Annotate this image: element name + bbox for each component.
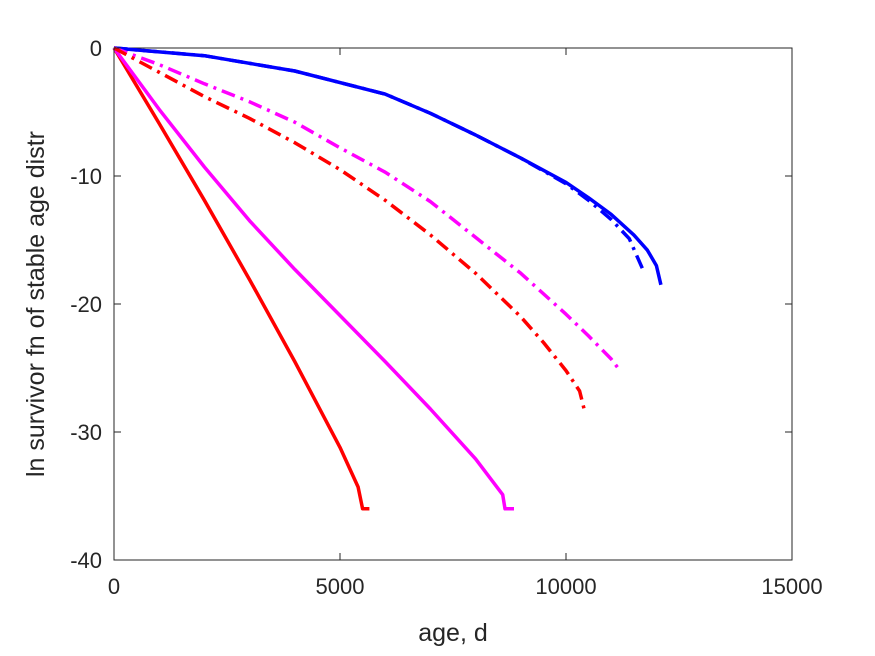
plot-area xyxy=(113,47,793,561)
series-line-6 xyxy=(113,46,586,410)
series-line-2 xyxy=(112,46,514,511)
series-line-1 xyxy=(112,47,370,511)
x-tick-label: 0 xyxy=(108,574,120,599)
plot-frame xyxy=(113,47,793,561)
y-tick-label: -20 xyxy=(70,292,102,317)
y-axis-label: ln survivor fn of stable age distr xyxy=(22,131,50,477)
y-tick-label: -30 xyxy=(70,420,102,445)
x-axis-label: age, d xyxy=(418,619,488,647)
x-tick-label: 10000 xyxy=(535,574,596,599)
ticks-group: 0 5000 10000 15000 0 -10 -20 -30 -40 xyxy=(70,36,822,599)
y-tick-label: -10 xyxy=(70,164,102,189)
series-line-4 xyxy=(113,46,645,271)
series-line-3 xyxy=(113,46,663,286)
series-line-5 xyxy=(113,46,620,370)
y-tick-label: 0 xyxy=(90,36,102,61)
x-tick-label: 15000 xyxy=(761,574,822,599)
x-tick-label: 5000 xyxy=(316,574,365,599)
y-tick-label: -40 xyxy=(70,548,102,573)
series-group xyxy=(112,46,663,511)
